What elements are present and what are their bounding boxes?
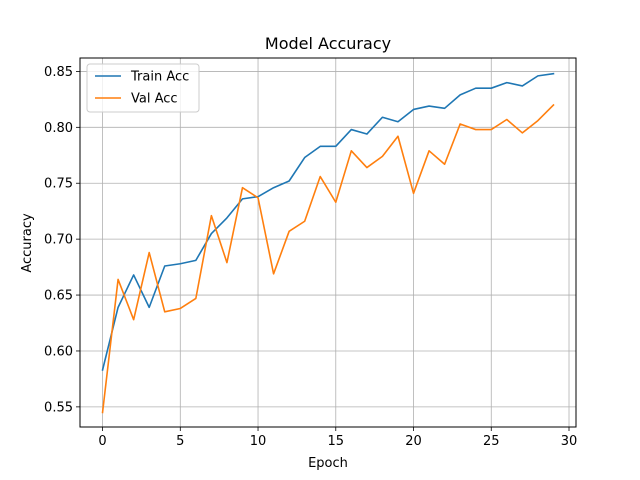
series-line-train-acc	[101, 72, 555, 371]
y-tick-label: 0.65	[44, 289, 73, 304]
legend-label: Val Acc	[131, 92, 178, 107]
x-axis-label: Epoch	[308, 456, 348, 471]
x-tick-label: 25	[483, 434, 500, 449]
y-tick-label: 0.85	[44, 65, 73, 80]
x-tick-label: 15	[328, 434, 345, 449]
x-tick-label: 20	[405, 434, 422, 449]
series-line-val-acc	[101, 103, 555, 414]
x-tick-label: 0	[98, 434, 106, 449]
grid-lines	[80, 58, 576, 427]
x-tick-label: 5	[176, 434, 184, 449]
y-tick-label: 0.55	[44, 400, 73, 415]
plot-frame	[79, 57, 577, 428]
y-tick-label: 0.70	[44, 233, 73, 248]
series-lines	[101, 72, 555, 414]
x-tick-label: 30	[561, 434, 578, 449]
x-tick-label: 10	[250, 434, 267, 449]
y-tick-label: 0.75	[44, 177, 73, 192]
y-tick-label: 0.60	[44, 344, 73, 359]
y-axis-label: Accuracy	[20, 213, 35, 273]
legend-label: Train Acc	[130, 70, 189, 85]
chart-title: Model Accuracy	[265, 34, 391, 53]
y-tick-label: 0.80	[44, 121, 73, 136]
x-axis: 0 5 10 15 20 25 30	[98, 427, 577, 449]
y-axis: 0.55 0.60 0.65 0.70 0.75 0.80 0.85	[44, 65, 80, 415]
legend: Train Acc Val Acc	[86, 63, 200, 113]
